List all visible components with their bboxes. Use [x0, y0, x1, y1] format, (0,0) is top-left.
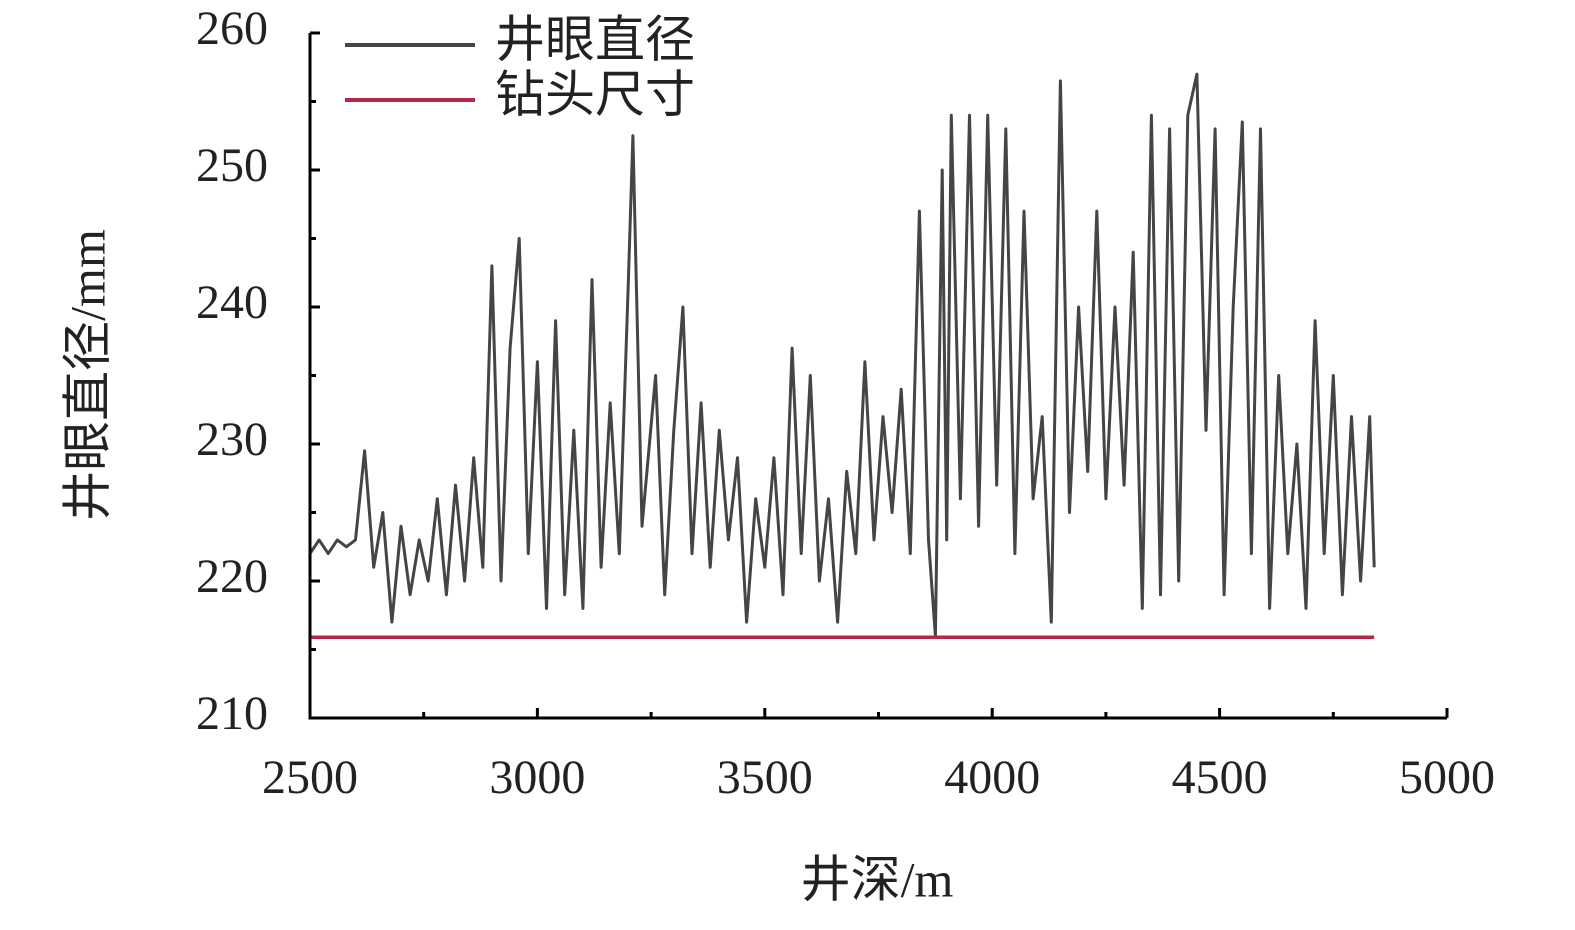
y-axis-label: 井眼直径/mm — [59, 229, 115, 521]
legend-label: 井眼直径 — [495, 11, 695, 67]
y-tick-label: 260 — [196, 2, 268, 55]
y-tick-label: 240 — [196, 276, 268, 329]
x-tick-label: 4000 — [944, 751, 1040, 804]
data-line — [308, 72, 1376, 638]
x-tick-label: 4500 — [1172, 751, 1268, 804]
y-tick-label: 220 — [196, 550, 268, 603]
x-tick-label: 2500 — [262, 751, 358, 804]
y-tick-label: 250 — [196, 139, 268, 192]
y-tick-label: 210 — [196, 687, 268, 740]
x-tick-label: 3000 — [489, 751, 585, 804]
legend-label: 钻头尺寸 — [495, 66, 695, 122]
y-tick-label: 230 — [196, 413, 268, 466]
x-tick-label: 5000 — [1399, 751, 1495, 804]
x-axis-label: 井深/m — [801, 851, 954, 907]
x-tick-label: 3500 — [717, 751, 813, 804]
